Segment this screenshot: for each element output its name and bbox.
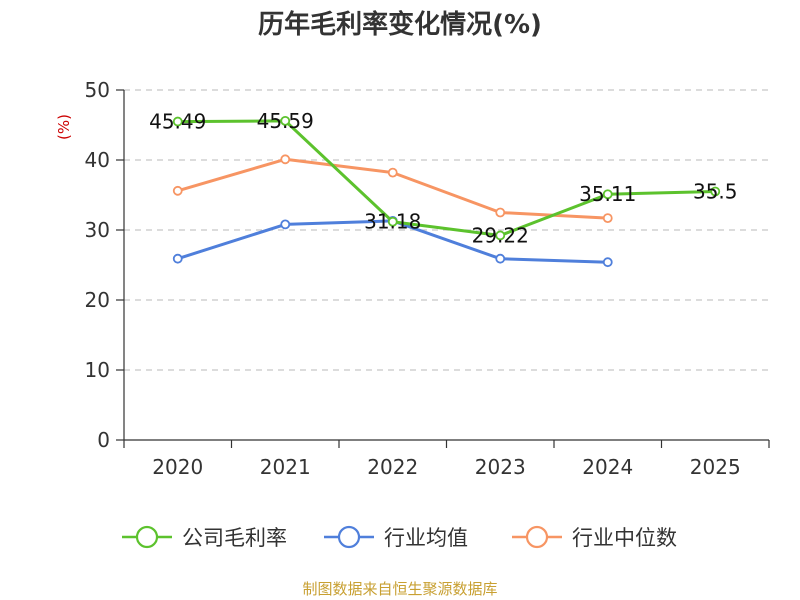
x-tick-label: 2021 — [260, 455, 311, 479]
chart-title: 历年毛利率变化情况(%) — [258, 10, 542, 40]
data-point-0 — [495, 230, 506, 241]
axes: 0 10 20 30 40 50 2020 2021 2022 2023 2024 2025 — [85, 78, 770, 479]
legend-marker — [135, 525, 159, 549]
data-point-2 — [172, 185, 183, 196]
data-point-2 — [495, 207, 506, 218]
data-point-0 — [280, 115, 291, 126]
series-line-0 — [177, 119, 716, 237]
legend-marker — [337, 525, 361, 549]
x-tick-label: 2025 — [690, 455, 741, 479]
x-tick-label: 2023 — [475, 455, 526, 479]
y-tick-label: 30 — [85, 218, 110, 242]
data-point-2 — [387, 167, 398, 178]
y-axis-label: (%) — [55, 114, 73, 140]
data-point-0 — [387, 216, 398, 227]
legend-marker — [525, 525, 549, 549]
data-label: 31.18 — [364, 210, 421, 234]
legend-label: 公司毛利率 — [182, 526, 287, 550]
data-point-0 — [602, 189, 613, 200]
data-point-2 — [602, 213, 613, 224]
data-label: 35.11 — [579, 182, 636, 206]
data-point-0 — [172, 116, 183, 127]
data-labels: 45.49 45.59 31.18 29.22 35.11 35.5 — [149, 109, 737, 248]
y-tick-label: 10 — [85, 358, 110, 382]
source-note: 制图数据来自恒生聚源数据库 — [302, 580, 498, 598]
data-label: 35.5 — [693, 180, 738, 204]
legend: 公司毛利率 行业均值 行业中位数 — [122, 525, 677, 550]
data-point-1 — [172, 253, 183, 264]
legend-label: 行业均值 — [384, 526, 468, 550]
y-tick-label: 50 — [85, 78, 110, 102]
data-label: 45.59 — [257, 109, 314, 133]
x-tick-label: 2020 — [152, 455, 203, 479]
data-point-1 — [495, 253, 506, 264]
x-tick-label: 2024 — [582, 455, 633, 479]
data-label: 45.49 — [149, 110, 206, 134]
y-tick-label: 40 — [85, 148, 110, 172]
series-lines — [172, 115, 721, 268]
x-tick-label: 2022 — [367, 455, 418, 479]
data-point-0 — [710, 186, 721, 197]
y-tick-label: 20 — [85, 288, 110, 312]
data-label: 29.22 — [472, 223, 529, 247]
y-tick-label: 0 — [97, 428, 110, 452]
legend-label: 行业中位数 — [572, 526, 677, 550]
data-point-1 — [602, 257, 613, 268]
data-point-1 — [280, 219, 291, 230]
data-point-2 — [280, 154, 291, 165]
